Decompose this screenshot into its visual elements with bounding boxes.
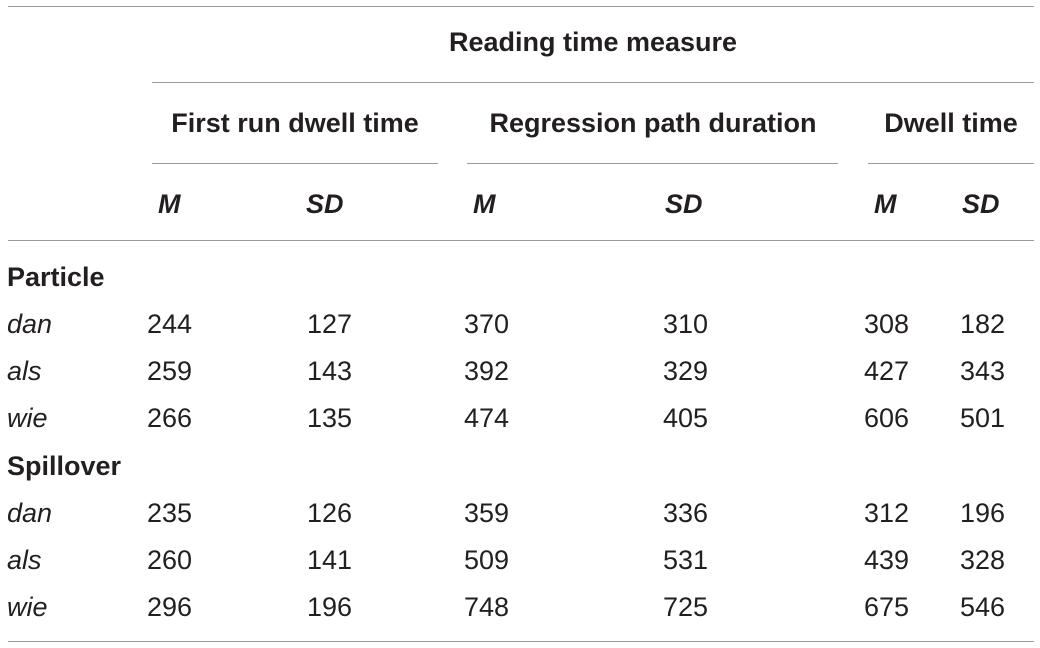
row-label: wie: [7, 403, 48, 433]
cell: 427: [864, 356, 910, 386]
cell: 675: [864, 592, 910, 622]
cell: 141: [307, 545, 353, 575]
cell: 336: [663, 498, 709, 528]
cell: 748: [464, 592, 510, 622]
sub-header-m-3: M: [874, 189, 897, 219]
cell: 439: [864, 545, 910, 575]
cell: 126: [307, 498, 353, 528]
cell: 196: [960, 498, 1006, 528]
cell: 135: [307, 403, 353, 433]
cell: 405: [663, 403, 709, 433]
cell: 312: [864, 498, 910, 528]
cell: 370: [464, 309, 510, 339]
table-bottom-rule: [8, 641, 1034, 642]
sub-header-m-1: M: [158, 189, 181, 219]
header-bottom-rule: [8, 240, 1034, 241]
cell: 606: [864, 403, 910, 433]
cell: 531: [663, 545, 709, 575]
section-label-spillover: Spillover: [7, 451, 122, 481]
cell: 343: [960, 356, 1006, 386]
top-rule: [8, 6, 1034, 7]
cell: 474: [464, 403, 510, 433]
row-label: wie: [7, 592, 48, 622]
cell: 235: [147, 498, 193, 528]
group-rule-first-run: [152, 163, 438, 164]
cell: 501: [960, 403, 1006, 433]
sub-header-sd-1: SD: [306, 189, 344, 219]
sub-header-sd-2: SD: [665, 189, 703, 219]
sub-header-m-2: M: [473, 189, 496, 219]
cell: 359: [464, 498, 510, 528]
row-label: dan: [7, 309, 53, 339]
group-rule-dwell: [868, 163, 1034, 164]
cell: 244: [147, 309, 193, 339]
cell: 509: [464, 545, 510, 575]
cell: 182: [960, 309, 1006, 339]
cell: 329: [663, 356, 709, 386]
group-header-dwell: Dwell time: [884, 108, 1018, 138]
cell: 328: [960, 545, 1006, 575]
group-header-regression: Regression path duration: [489, 108, 817, 138]
cell: 296: [147, 592, 193, 622]
sub-header-sd-3: SD: [962, 189, 1000, 219]
cell: 308: [864, 309, 910, 339]
super-header-rule: [152, 82, 1034, 83]
cell: 196: [307, 592, 353, 622]
section-label-particle: Particle: [7, 262, 105, 292]
cell: 266: [147, 403, 193, 433]
cell: 546: [960, 592, 1006, 622]
cell: 259: [147, 356, 193, 386]
group-rule-regression: [467, 163, 838, 164]
row-label: als: [7, 356, 42, 386]
cell: 392: [464, 356, 510, 386]
super-header: Reading time measure: [448, 27, 738, 57]
cell: 127: [307, 309, 353, 339]
cell: 725: [663, 592, 709, 622]
row-label: dan: [7, 498, 53, 528]
row-label: als: [7, 545, 42, 575]
group-header-first-run: First run dwell time: [171, 108, 419, 138]
cell: 143: [307, 356, 353, 386]
cell: 310: [663, 309, 709, 339]
cell: 260: [147, 545, 193, 575]
